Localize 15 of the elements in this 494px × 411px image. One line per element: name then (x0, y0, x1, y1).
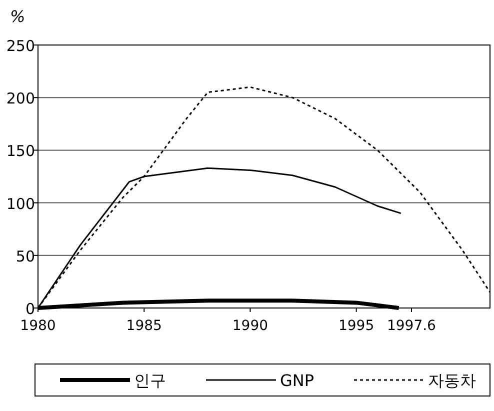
legend-label: GNP (280, 371, 314, 390)
x-tick-label: 1990 (232, 318, 268, 334)
legend-label: 인구 (134, 371, 166, 390)
y-tick-label: 150 (6, 142, 35, 160)
x-tick-label: 1995 (338, 318, 374, 334)
legend-label: 자동차 (428, 371, 476, 390)
y-tick-label: 250 (6, 37, 35, 55)
x-tick-label: 1985 (126, 318, 162, 334)
y-tick-label: 200 (6, 90, 35, 108)
y-tick-label: 100 (6, 194, 35, 213)
y-tick-label: 50 (16, 247, 35, 266)
y-tick-label: 0 (25, 300, 35, 318)
y-axis-title: % (10, 7, 26, 26)
x-tick-label: 1997.6 (386, 318, 436, 334)
x-tick-label: 1980 (20, 318, 56, 334)
